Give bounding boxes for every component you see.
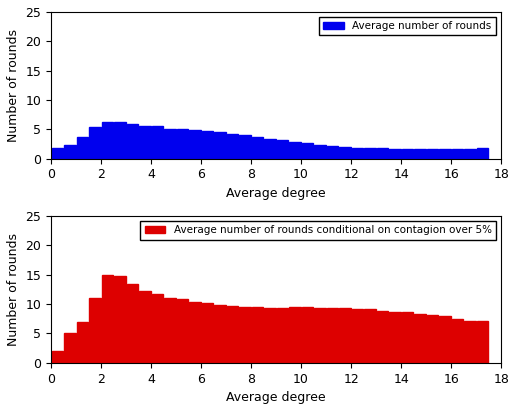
Bar xyxy=(401,149,413,159)
Bar xyxy=(227,134,238,159)
Bar xyxy=(252,137,263,159)
Bar xyxy=(427,315,438,363)
Bar xyxy=(364,148,376,159)
Bar xyxy=(339,308,350,363)
Bar xyxy=(126,284,138,363)
Bar xyxy=(477,321,488,363)
Bar xyxy=(377,148,388,159)
Bar xyxy=(202,303,213,363)
Bar xyxy=(314,145,326,159)
Bar xyxy=(214,132,225,159)
Bar xyxy=(214,305,225,363)
Y-axis label: Number of rounds: Number of rounds xyxy=(7,233,20,346)
Bar xyxy=(364,309,376,363)
Bar xyxy=(351,148,363,159)
Bar xyxy=(139,126,151,159)
Bar xyxy=(439,316,450,363)
Bar xyxy=(464,321,476,363)
Bar xyxy=(452,319,463,363)
Bar xyxy=(452,149,463,159)
Bar xyxy=(164,298,175,363)
Bar xyxy=(52,351,63,363)
Bar xyxy=(189,130,201,159)
Bar xyxy=(302,143,313,159)
Bar xyxy=(302,307,313,363)
Bar xyxy=(414,149,426,159)
Bar xyxy=(351,309,363,363)
Bar xyxy=(414,314,426,363)
Bar xyxy=(477,148,488,159)
Legend: Average number of rounds conditional on contagion over 5%: Average number of rounds conditional on … xyxy=(140,221,496,240)
Bar xyxy=(102,275,113,363)
Bar xyxy=(52,148,63,159)
Bar xyxy=(264,307,276,363)
Bar xyxy=(152,127,163,159)
Bar xyxy=(227,306,238,363)
Bar xyxy=(64,145,76,159)
Bar xyxy=(389,312,400,363)
Bar xyxy=(252,307,263,363)
Bar xyxy=(76,137,88,159)
Bar xyxy=(114,122,125,159)
Bar xyxy=(126,124,138,159)
Bar xyxy=(439,149,450,159)
Bar xyxy=(239,135,251,159)
Bar xyxy=(339,147,350,159)
X-axis label: Average degree: Average degree xyxy=(227,187,326,200)
Bar xyxy=(327,146,338,159)
Bar xyxy=(314,307,326,363)
Bar xyxy=(114,276,125,363)
Bar xyxy=(289,142,301,159)
Bar xyxy=(102,122,113,159)
Bar xyxy=(289,307,301,363)
Bar xyxy=(139,291,151,363)
Bar xyxy=(264,139,276,159)
Bar xyxy=(176,299,188,363)
Bar xyxy=(401,312,413,363)
Bar xyxy=(189,302,201,363)
Bar xyxy=(64,333,76,363)
Bar xyxy=(89,127,101,159)
Legend: Average number of rounds: Average number of rounds xyxy=(319,17,496,35)
Bar xyxy=(176,129,188,159)
Bar xyxy=(464,149,476,159)
Bar xyxy=(277,307,288,363)
Bar xyxy=(427,149,438,159)
Bar xyxy=(89,298,101,363)
Bar xyxy=(164,129,175,159)
Bar xyxy=(152,294,163,363)
Bar xyxy=(277,141,288,159)
X-axis label: Average degree: Average degree xyxy=(227,391,326,404)
Bar xyxy=(327,307,338,363)
Y-axis label: Number of rounds: Number of rounds xyxy=(7,29,20,142)
Bar xyxy=(239,307,251,363)
Bar xyxy=(76,322,88,363)
Bar xyxy=(389,149,400,159)
Bar xyxy=(202,131,213,159)
Bar xyxy=(377,311,388,363)
